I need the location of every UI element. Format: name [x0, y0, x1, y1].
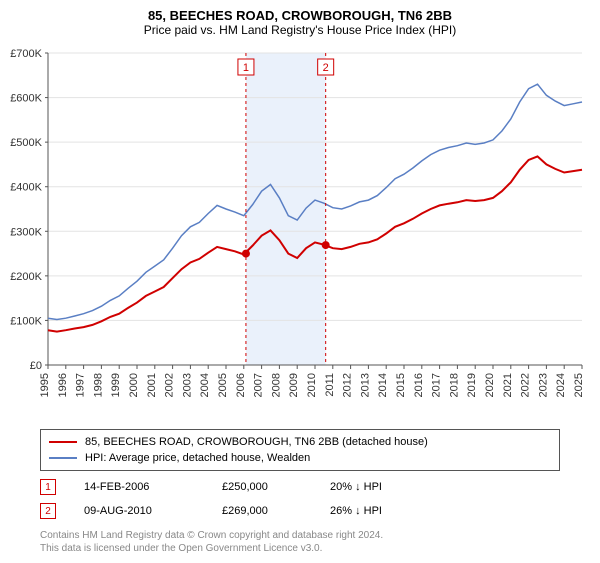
svg-text:2009: 2009: [288, 373, 300, 397]
sale-diff: 20% ↓ HPI: [330, 481, 450, 493]
svg-text:2021: 2021: [502, 373, 514, 397]
svg-text:2019: 2019: [466, 373, 478, 397]
svg-text:2020: 2020: [484, 373, 496, 397]
legend: 85, BEECHES ROAD, CROWBOROUGH, TN6 2BB (…: [40, 429, 560, 471]
svg-text:2012: 2012: [342, 373, 354, 397]
legend-swatch-subject: [49, 441, 77, 443]
svg-text:2025: 2025: [573, 373, 585, 397]
svg-text:£100K: £100K: [10, 315, 42, 327]
legend-row-hpi: HPI: Average price, detached house, Weal…: [49, 450, 551, 466]
svg-text:2000: 2000: [128, 373, 140, 397]
svg-text:£200K: £200K: [10, 271, 42, 283]
svg-text:2011: 2011: [324, 373, 336, 397]
sale-price: £250,000: [222, 481, 302, 493]
sale-row: 2 09-AUG-2010 £269,000 26% ↓ HPI: [40, 499, 560, 523]
svg-text:2016: 2016: [413, 373, 425, 397]
svg-text:2017: 2017: [431, 373, 443, 397]
sale-date: 14-FEB-2006: [84, 481, 194, 493]
svg-text:2003: 2003: [181, 373, 193, 397]
svg-text:2010: 2010: [306, 373, 318, 397]
svg-text:£300K: £300K: [10, 226, 42, 238]
footnote-line1: Contains HM Land Registry data © Crown c…: [40, 530, 383, 541]
svg-text:1995: 1995: [39, 373, 51, 397]
svg-text:2008: 2008: [270, 373, 282, 397]
sales-table: 1 14-FEB-2006 £250,000 20% ↓ HPI 2 09-AU…: [40, 475, 560, 523]
svg-text:£0: £0: [30, 360, 42, 372]
svg-text:2005: 2005: [217, 373, 229, 397]
legend-swatch-hpi: [49, 457, 77, 459]
svg-text:£600K: £600K: [10, 93, 42, 105]
sale-price: £269,000: [222, 505, 302, 517]
sale-marker-icon: 2: [40, 503, 56, 519]
svg-text:2007: 2007: [253, 373, 265, 397]
svg-text:1999: 1999: [110, 373, 122, 397]
svg-text:1998: 1998: [92, 373, 104, 397]
svg-text:2015: 2015: [395, 373, 407, 397]
svg-text:£700K: £700K: [10, 48, 42, 60]
svg-text:2024: 2024: [555, 373, 567, 397]
price-chart: £0 £100K £200K £300K £400K £500K £600K £700K 199…: [0, 43, 600, 423]
svg-text:2001: 2001: [146, 373, 158, 397]
sale-marker-icon: 1: [40, 479, 56, 495]
sale-date: 09-AUG-2010: [84, 505, 194, 517]
svg-text:2004: 2004: [199, 373, 211, 397]
svg-text:1997: 1997: [75, 373, 87, 397]
svg-text:2013: 2013: [359, 373, 371, 397]
footnote-line2: This data is licensed under the Open Gov…: [40, 543, 322, 554]
footnote: Contains HM Land Registry data © Crown c…: [40, 529, 560, 555]
legend-label-hpi: HPI: Average price, detached house, Weal…: [85, 452, 310, 464]
svg-text:2: 2: [323, 62, 329, 74]
svg-text:2002: 2002: [164, 373, 176, 397]
page-subtitle: Price paid vs. HM Land Registry's House …: [0, 23, 600, 43]
svg-text:£500K: £500K: [10, 137, 42, 149]
svg-text:2006: 2006: [235, 373, 247, 397]
sale-diff: 26% ↓ HPI: [330, 505, 450, 517]
legend-row-subject: 85, BEECHES ROAD, CROWBOROUGH, TN6 2BB (…: [49, 434, 551, 450]
svg-text:2023: 2023: [537, 373, 549, 397]
legend-label-subject: 85, BEECHES ROAD, CROWBOROUGH, TN6 2BB (…: [85, 436, 428, 448]
page-title: 85, BEECHES ROAD, CROWBOROUGH, TN6 2BB: [0, 0, 600, 23]
svg-text:£400K: £400K: [10, 182, 42, 194]
svg-text:1: 1: [243, 62, 249, 74]
svg-text:2018: 2018: [448, 373, 460, 397]
svg-text:2022: 2022: [520, 373, 532, 397]
svg-text:2014: 2014: [377, 373, 389, 397]
sale-row: 1 14-FEB-2006 £250,000 20% ↓ HPI: [40, 475, 560, 499]
svg-text:1996: 1996: [57, 373, 69, 397]
